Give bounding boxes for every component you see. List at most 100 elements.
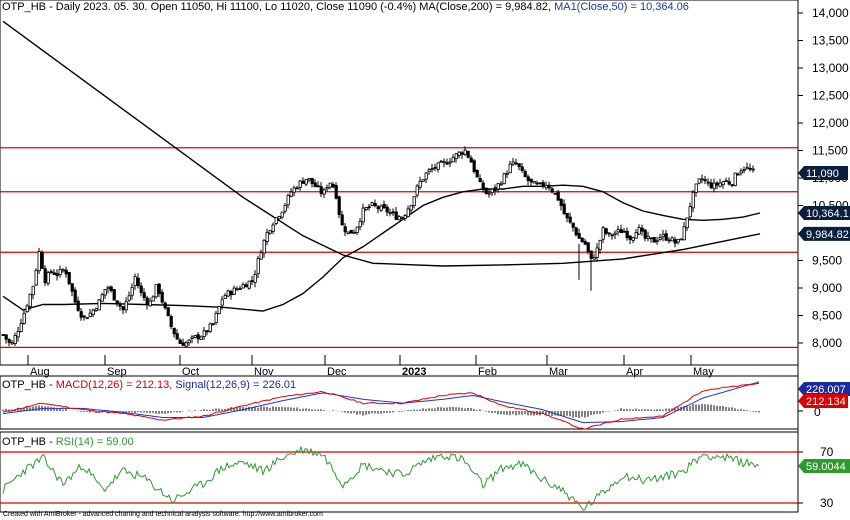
candle-body	[142, 292, 146, 299]
candle-body	[247, 280, 251, 289]
candle-body	[667, 239, 671, 242]
candle-body	[460, 152, 464, 155]
main-header: OTP_HB - Daily 2023. 05. 30. Open 11050,…	[2, 1, 689, 13]
candle-body	[490, 188, 494, 193]
candle-body	[586, 242, 590, 252]
candle-body	[505, 173, 509, 175]
candle-body	[355, 226, 359, 233]
candle-body	[727, 181, 731, 185]
candle-body	[283, 204, 287, 212]
candle-body	[412, 196, 416, 206]
xaxis-label: Dec	[327, 366, 347, 378]
macd-line	[2, 382, 760, 430]
candle-body	[241, 284, 245, 289]
last-price-badge: 11,090	[798, 166, 848, 181]
candle-body	[232, 287, 236, 295]
macd-header-signal: Signal(12,26,9) = 226.01	[175, 379, 297, 391]
candle-body	[340, 214, 344, 226]
candle-body	[85, 317, 89, 320]
candle-body	[448, 161, 452, 164]
candle-body	[133, 276, 137, 287]
candle-body	[637, 227, 641, 235]
candle-body	[13, 335, 17, 344]
candle-body	[34, 270, 38, 286]
candle-body	[436, 162, 440, 170]
candle-body	[649, 237, 653, 240]
candle-body	[607, 232, 611, 235]
candle-body	[418, 180, 422, 188]
macd-header-macd: MACD(12,26) = 212.13,	[55, 379, 176, 391]
candle-body	[394, 211, 398, 220]
candle-body	[673, 239, 677, 244]
candle-body	[208, 323, 212, 332]
candle-body	[31, 285, 35, 296]
candle-body	[748, 167, 752, 170]
candle-body	[535, 182, 539, 185]
candle-body	[427, 169, 431, 173]
candle-body	[151, 296, 155, 302]
candle-body	[541, 182, 545, 187]
candle-body	[721, 181, 725, 186]
candle-body	[568, 216, 572, 223]
xaxis-label: Aug	[30, 366, 50, 378]
candle-body	[532, 180, 536, 184]
candle-body	[337, 196, 341, 215]
candle-body	[382, 203, 386, 209]
candle-body	[574, 227, 578, 236]
candle-body	[562, 203, 566, 215]
ma50-badge-text: 10,364.1	[806, 208, 849, 220]
candle-body	[40, 252, 44, 269]
candle-body	[697, 178, 701, 184]
ma200-line	[2, 20, 761, 267]
candle-body	[646, 235, 650, 239]
candle-body	[211, 322, 215, 325]
candle-body	[616, 229, 620, 233]
ma50-line	[2, 184, 761, 312]
candle-body	[139, 285, 143, 293]
candle-body	[481, 182, 485, 190]
candle-body	[223, 295, 227, 300]
candle-body	[439, 160, 443, 163]
candle-body	[400, 217, 404, 219]
candle-body	[268, 230, 272, 234]
candle-body	[367, 206, 371, 209]
candle-body	[187, 339, 191, 344]
candle-body	[160, 291, 164, 303]
candle-body	[661, 233, 665, 238]
candle-body	[484, 187, 488, 194]
candle-body	[343, 226, 347, 233]
candle-body	[553, 192, 557, 195]
rsi-badge-bg	[798, 459, 850, 474]
candle-body	[379, 205, 383, 211]
footer-credit: Created with AmiBroker - advanced charti…	[3, 511, 323, 518]
candle-body	[214, 312, 218, 323]
candle-body	[538, 182, 542, 185]
candle-body	[493, 187, 497, 191]
candle-body	[625, 230, 629, 239]
candle-body	[295, 187, 299, 190]
price-ytick-label: 13,500	[812, 34, 849, 48]
candle-body	[166, 307, 170, 317]
candle-body	[454, 153, 458, 160]
rsi-header: OTP_HB - RSI(14) = 59.00	[2, 436, 134, 448]
candle-body	[238, 288, 242, 290]
candle-body	[613, 232, 617, 235]
xaxis-label: Apr	[626, 366, 643, 378]
price-ytick-label: 11,500	[812, 144, 848, 158]
candle-body	[691, 191, 695, 209]
candle-body	[415, 185, 419, 196]
candle-body	[64, 269, 68, 275]
candle-body	[316, 185, 320, 188]
candle-body	[388, 212, 392, 215]
candle-body	[466, 150, 470, 158]
last-price-badge-text: 11,090	[806, 168, 839, 180]
macd-badge: 212.134	[798, 394, 848, 408]
candle-body	[220, 299, 224, 306]
candle-body	[19, 323, 23, 332]
candle-body	[688, 206, 692, 218]
rsi-badge-text: 59.0044	[806, 461, 846, 473]
macd-header: OTP_HB - MACD(12,26) = 212.13, Signal(12…	[2, 379, 296, 391]
candle-body	[319, 186, 323, 195]
price-ytick-label: 12,500	[812, 89, 849, 103]
candle-body	[346, 231, 350, 234]
